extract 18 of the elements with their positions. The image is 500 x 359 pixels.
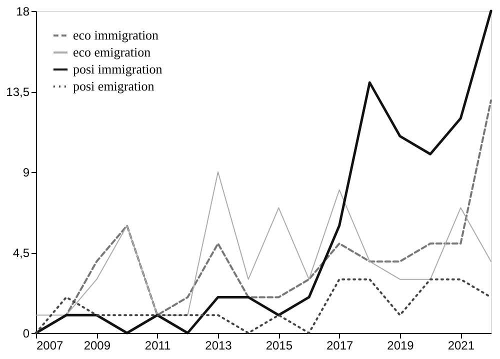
x-tick-label: 2007 bbox=[36, 338, 64, 352]
y-tick-label: 4,5 bbox=[12, 246, 30, 260]
line-series bbox=[36, 172, 492, 316]
x-tick-label: 2011 bbox=[144, 338, 172, 352]
x-tick-label: 2013 bbox=[205, 338, 232, 352]
x-tick-label: 2017 bbox=[326, 338, 354, 352]
x-tick-label: 2021 bbox=[448, 338, 475, 352]
legend-label: posi immigration bbox=[73, 62, 163, 76]
y-tick-label: 18 bbox=[16, 4, 30, 18]
x-tick-label: 2015 bbox=[266, 338, 293, 352]
x-tick-label: 2019 bbox=[387, 338, 414, 352]
y-tick-label: 0 bbox=[22, 326, 30, 340]
y-tick-label: 9 bbox=[22, 166, 30, 180]
legend-label: eco emigration bbox=[73, 44, 152, 60]
legend-label: posi emigration bbox=[73, 78, 155, 94]
legend-label: eco immigration bbox=[73, 28, 160, 42]
y-tick-label: 13,5 bbox=[6, 85, 30, 99]
x-tick-label: 2009 bbox=[84, 338, 111, 352]
